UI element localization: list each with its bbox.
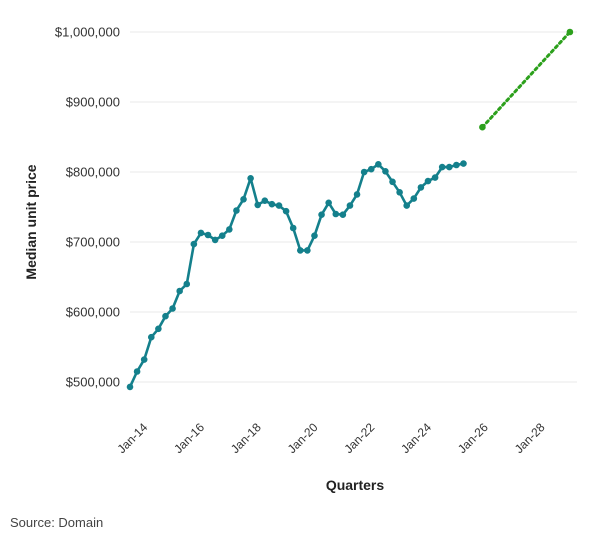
x-tick-label: Jan-14 [114,420,150,456]
data-point [147,333,155,341]
data-point [479,123,486,131]
data-point [190,240,198,248]
x-tick-label: Jan-28 [512,420,548,456]
source-note: Source: Domain [10,515,104,530]
data-point [417,184,425,191]
data-point [460,160,467,167]
x-tick-label: Jan-18 [228,420,264,456]
data-point [233,207,240,214]
y-tick-label: $900,000 [66,95,120,110]
data-point [438,163,446,171]
x-axis: Jan-14 Jan-16 Jan-18 Jan-20 Jan-22 Jan-24 Jan-… [114,420,547,456]
data-point [296,247,304,254]
data-point [126,383,134,391]
y-tick-label: $500,000 [66,375,120,390]
data-point [204,231,212,239]
data-point [218,232,226,239]
gridlines [130,31,577,383]
data-point [176,287,183,295]
y-tick-label: $800,000 [66,165,120,180]
data-point [424,177,432,185]
data-point [367,165,375,173]
data-point [183,280,191,288]
y-tick-label: $1,000,000 [55,25,120,40]
data-point [162,312,169,320]
data-point [403,202,411,209]
y-axis: $500,000 $600,000 $700,000 $800,000 $900,000… [55,25,120,390]
data-point [410,195,418,202]
data-point [453,161,460,169]
data-point [332,210,340,218]
data-point [169,305,176,312]
data-point [282,207,290,215]
data-point [382,168,389,175]
y-tick-label: $600,000 [66,305,120,320]
x-tick-label: Jan-26 [455,420,491,456]
data-point [353,191,361,198]
series-layer [126,28,574,391]
data-point [275,202,283,209]
data-point [346,202,354,209]
data-point [318,211,325,218]
x-tick-label: Jan-16 [171,420,207,456]
forecast-series-line [480,30,572,129]
data-point [254,201,262,209]
data-point [431,174,439,181]
x-tick-label: Jan-24 [398,420,434,456]
x-tick-label: Jan-22 [342,420,378,456]
data-point [304,247,311,254]
y-axis-title: Median unit price [23,164,39,279]
data-point [133,368,141,375]
data-point [240,196,247,203]
data-point [268,200,276,208]
data-point [396,189,403,196]
x-axis-title: Quarters [326,477,385,493]
data-point [311,232,318,239]
data-point [289,224,297,232]
data-point [211,236,219,244]
y-tick-label: $700,000 [66,235,120,250]
data-point [360,168,368,176]
data-point [566,28,574,36]
data-point [389,178,396,186]
x-tick-label: Jan-20 [285,420,321,456]
data-point [261,197,269,204]
data-point [339,211,347,218]
data-point [375,161,382,168]
data-point [226,226,233,233]
data-point [197,229,205,237]
data-point [140,356,148,363]
data-point [155,325,162,333]
data-point [247,175,254,182]
data-point [325,199,332,207]
data-point [445,163,453,171]
